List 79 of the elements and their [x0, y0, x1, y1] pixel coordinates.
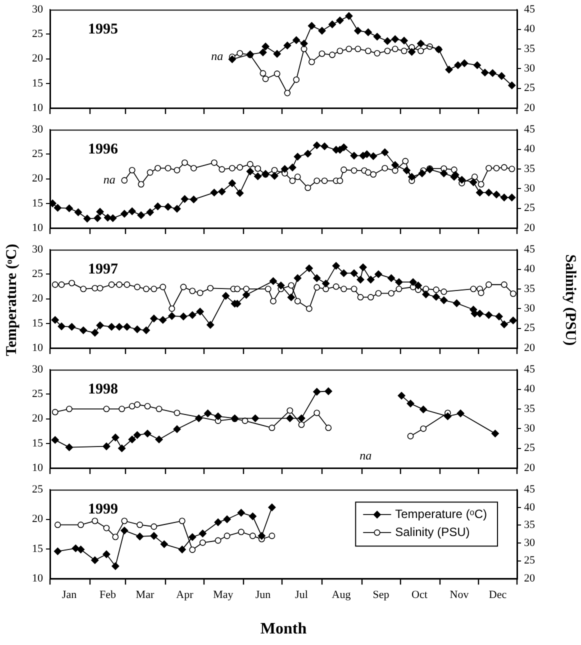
y-tick-label: 10 — [32, 342, 44, 354]
y-tick-label: 15 — [32, 542, 44, 555]
y2-tick-label: 20 — [524, 462, 536, 474]
y2-tick-label: 40 — [524, 383, 536, 396]
x-tick-label: Jun — [255, 589, 272, 602]
y2-tick-label: 35 — [524, 162, 536, 175]
text: 1998 — [88, 381, 118, 398]
y-tick-label: 30 — [32, 243, 44, 256]
y-tick-label: 10 — [32, 462, 44, 474]
y-tick-label: 30 — [32, 123, 44, 136]
y2-tick-label: 40 — [524, 263, 536, 276]
y2-axis-title: Salinity (PSU) — [561, 253, 578, 348]
y2-tick-label: 45 — [524, 363, 536, 376]
y2-tick-label: 45 — [524, 483, 536, 496]
y2-tick-label: 35 — [524, 402, 536, 415]
y2-tick-label: 45 — [524, 243, 536, 256]
y-tick-label: 25 — [32, 268, 44, 280]
y-tick-label: 15 — [32, 197, 44, 210]
y-tick-label: 25 — [32, 28, 44, 40]
y2-tick-label: 35 — [524, 519, 536, 532]
y-tick-label: 30 — [32, 3, 44, 16]
y-tick-label: 10 — [32, 222, 44, 234]
y-tick-label: 20 — [32, 513, 44, 526]
y2-tick-label: 20 — [524, 342, 536, 354]
y2-tick-label: 25 — [524, 442, 536, 454]
y-tick-label: 15 — [32, 317, 44, 330]
y2-tick-label: 30 — [524, 422, 536, 435]
text: 1995 — [88, 21, 118, 38]
y-tick-label: 10 — [32, 572, 44, 584]
y-tick-label: 15 — [32, 77, 44, 90]
x-tick-label: Oct — [412, 589, 428, 602]
y2-tick-label: 40 — [524, 143, 536, 156]
y2-tick-label: 30 — [524, 302, 536, 315]
x-tick-label: Nov — [450, 589, 470, 602]
y-axis-title: Temperature (ᵒC) — [4, 242, 21, 358]
x-tick-label: Apr — [176, 589, 194, 602]
x-tick-label: Dec — [488, 589, 507, 602]
y2-tick-label: 20 — [524, 572, 536, 584]
text: 1999 — [88, 501, 118, 518]
x-tick-label: Sep — [372, 589, 390, 602]
y2-tick-label: 40 — [524, 501, 536, 514]
y-tick-label: 20 — [32, 172, 44, 185]
y2-tick-label: 25 — [524, 322, 536, 334]
x-tick-label: Mar — [136, 589, 154, 602]
y2-tick-label: 45 — [524, 123, 536, 136]
y-tick-label: 20 — [32, 52, 44, 65]
x-tick-label: May — [213, 589, 234, 602]
text: 1996 — [88, 141, 118, 158]
annotation: na — [211, 48, 224, 63]
x-tick-label: Aug — [332, 589, 352, 602]
y2-tick-label: 20 — [524, 222, 536, 234]
annotation: na — [360, 448, 372, 462]
legend-label: Salinity (PSU) — [395, 524, 470, 539]
y-tick-label: 10 — [32, 102, 44, 114]
y-tick-label: 25 — [32, 388, 44, 400]
x-axis-title: Month — [260, 620, 307, 638]
text: 1997 — [88, 261, 118, 278]
x-tick-label: Jan — [62, 589, 78, 602]
y-tick-label: 20 — [32, 292, 44, 305]
y2-tick-label: 30 — [524, 536, 536, 549]
y2-tick-label: 30 — [524, 62, 536, 75]
y2-tick-label: 25 — [524, 82, 536, 94]
y-tick-label: 25 — [32, 483, 44, 496]
y2-tick-label: 45 — [524, 3, 536, 16]
y2-tick-label: 25 — [524, 554, 536, 567]
x-tick-label: Jul — [295, 589, 308, 602]
y2-tick-label: 35 — [524, 42, 536, 55]
y2-tick-label: 35 — [524, 282, 536, 295]
y-tick-label: 20 — [32, 412, 44, 425]
y2-tick-label: 25 — [524, 202, 536, 214]
y2-tick-label: 30 — [524, 182, 536, 195]
y-tick-label: 15 — [32, 437, 44, 450]
y-tick-label: 30 — [32, 363, 44, 376]
y2-tick-label: 40 — [524, 23, 536, 36]
legend-label: Temperature (ᵒC) — [395, 506, 488, 521]
x-tick-label: Feb — [99, 589, 116, 602]
annotation: na — [103, 172, 116, 187]
y2-tick-label: 20 — [524, 102, 536, 114]
y-tick-label: 25 — [32, 148, 44, 160]
